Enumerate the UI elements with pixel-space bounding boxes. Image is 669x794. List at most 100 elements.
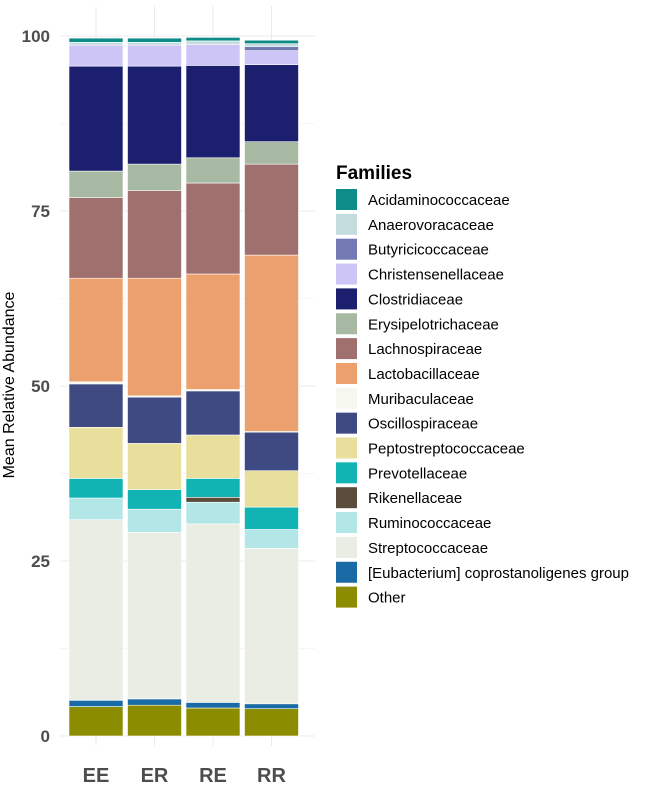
bar-segment-re-lactobacillaceae <box>185 273 241 390</box>
bar-segment-ee-clostridiaceae <box>68 65 124 172</box>
legend-swatch <box>336 387 357 409</box>
legend-label: Oscillospiraceae <box>368 416 478 433</box>
bar-segment-ee-lactobacillaceae <box>68 277 124 383</box>
legend-swatch <box>336 437 357 459</box>
bar-segment-ee-prevotellaceae <box>68 478 124 499</box>
legend-label: Rikenellaceae <box>368 490 462 507</box>
legend-swatch <box>336 586 357 608</box>
x-tick-label: ER <box>141 765 169 787</box>
bar-segment-er-acidaminococcaceae <box>127 37 182 43</box>
x-tick-label: EE <box>83 765 110 787</box>
bar-segment-er-ruminococcaceae <box>127 508 182 533</box>
bar-segment-er-oscillospiraceae <box>127 396 182 444</box>
bar-segment-ee-oscillospiraceae <box>68 383 124 428</box>
bar-segment-er-lachnospiraceae <box>127 190 182 279</box>
legend-swatch <box>336 338 357 360</box>
x-tick-label: RE <box>199 765 227 787</box>
bar-segment-rr-prevotellaceae <box>244 506 299 530</box>
legend-label: Clostridiaceae <box>368 291 463 308</box>
bar-segment-rr-streptococcaceae <box>244 548 299 705</box>
legend-swatch <box>336 412 357 434</box>
bar-segment-rr-erysipelotrichaceae <box>244 141 299 165</box>
legend-label: Peptostreptococcaceae <box>368 441 525 458</box>
bar-segment-er-clostridiaceae <box>127 65 182 165</box>
bar-segment-ee-muribaculaceae <box>68 381 124 385</box>
bar-segment-er-prevotellaceae <box>127 489 182 510</box>
bar-segment-rr-acidaminococcaceae <box>244 39 299 45</box>
legend-swatch <box>336 462 357 484</box>
bar-segment-re-oscillospiraceae <box>185 390 241 436</box>
legend-label: Anaerovoracaceae <box>368 217 494 234</box>
bar-segment-rr-anaerovoracaceae <box>244 43 299 47</box>
y-tick-label: 25 <box>31 552 50 571</box>
bar-segment-er-peptostreptococcaceae <box>127 443 182 490</box>
legend-swatch <box>336 213 357 235</box>
legend-swatch <box>336 313 357 335</box>
bar-segment-rr-eubacterium-coprostanoligenes-group <box>244 703 299 709</box>
legend-label: Lactobacillaceae <box>368 366 480 383</box>
bar-segment-ee-acidaminococcaceae <box>68 37 124 43</box>
legend-swatch <box>336 288 357 310</box>
bar-segment-re-prevotellaceae <box>185 478 241 498</box>
bar-segment-ee-erysipelotrichaceae <box>68 170 124 199</box>
bar-segment-re-peptostreptococcaceae <box>185 434 241 479</box>
y-tick-label: 0 <box>41 727 50 746</box>
legend-swatch <box>336 189 357 210</box>
legend-swatch <box>336 362 357 384</box>
bar-segment-ee-eubacterium-coprostanoligenes-group <box>68 699 124 707</box>
legend-label: Streptococcaceae <box>368 540 488 557</box>
bar-segment-re-other <box>185 707 241 737</box>
legend-label: Christensenellaceae <box>368 267 504 284</box>
bar-segment-re-christensenellaceae <box>185 44 241 66</box>
bar-segment-ee-ruminococcaceae <box>68 497 124 521</box>
legend-label: Other <box>368 590 406 607</box>
bar-segment-rr-peptostreptococcaceae <box>244 470 299 508</box>
legend-swatch <box>336 263 357 285</box>
legend-label: Prevotellaceae <box>368 465 467 482</box>
bar-segment-rr-lachnospiraceae <box>244 163 299 256</box>
bar-segment-re-streptococcaceae <box>185 523 241 703</box>
x-tick-label: RR <box>257 765 286 787</box>
y-tick-label: 50 <box>31 377 50 396</box>
legend-swatch <box>336 238 357 260</box>
bar-segment-er-erysipelotrichaceae <box>127 163 182 192</box>
bar-segment-er-lactobacillaceae <box>127 277 182 397</box>
bar-segment-er-anaerovoracaceae <box>127 41 182 46</box>
bar-segment-er-christensenellaceae <box>127 44 182 67</box>
bar-segment-re-lachnospiraceae <box>185 182 241 275</box>
y-tick-label: 75 <box>31 202 50 221</box>
bar-segment-rr-oscillospiraceae <box>244 431 299 472</box>
bar-segment-er-other <box>127 704 182 737</box>
bar-segment-re-clostridiaceae <box>185 65 241 159</box>
x-tick-labels: EE ER RE RR <box>83 765 287 787</box>
legend-label: Erysipelotrichaceae <box>368 316 499 333</box>
legend: Families Acidaminococcaceae Anaerovoracac… <box>336 163 629 608</box>
legend-swatch <box>336 536 357 558</box>
bar-segment-ee-other <box>68 706 124 737</box>
legend-label: Lachnospiraceae <box>368 341 482 358</box>
bar-layer <box>68 37 299 737</box>
bar-segment-re-erysipelotrichaceae <box>185 157 241 184</box>
bar-segment-er-eubacterium-coprostanoligenes-group <box>127 698 182 706</box>
bar-segment-ee-lachnospiraceae <box>68 197 124 279</box>
bar-segment-rr-ruminococcaceae <box>244 529 299 549</box>
legend-label: [Eubacterium] coprostanoligenes group <box>368 565 629 582</box>
bar-segment-re-ruminococcaceae <box>185 501 241 525</box>
bar-segment-re-acidaminococcaceae <box>185 37 241 42</box>
bar-segment-rr-lactobacillaceae <box>244 254 299 432</box>
bar-segment-ee-christensenellaceae <box>68 44 124 67</box>
legend-label: Muribaculaceae <box>368 391 474 408</box>
bar-segment-rr-clostridiaceae <box>244 64 299 142</box>
bar-segment-re-eubacterium-coprostanoligenes-group <box>185 702 241 709</box>
legend-label: Acidaminococcaceae <box>368 192 510 209</box>
legend-swatch <box>336 512 357 534</box>
legend-label: Butyricicoccaceae <box>368 242 489 259</box>
y-tick-labels: 0 25 50 75 100 <box>22 27 50 746</box>
bar-segment-re-anaerovoracaceae <box>185 40 241 45</box>
bar-segment-re-rikenellaceae <box>185 496 241 503</box>
legend-swatch <box>336 487 357 509</box>
legend-swatch <box>336 561 357 583</box>
bar-segment-ee-streptococcaceae <box>68 519 124 701</box>
bar-segment-ee-anaerovoracaceae <box>68 41 124 46</box>
